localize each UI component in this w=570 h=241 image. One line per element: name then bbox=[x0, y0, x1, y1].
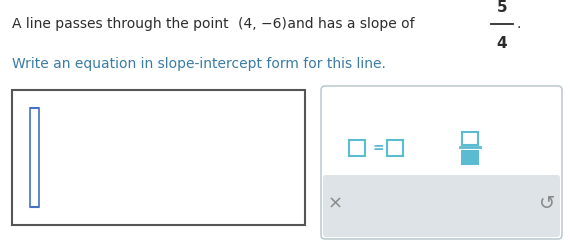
Bar bbox=[462, 132, 478, 145]
Text: 5: 5 bbox=[496, 0, 507, 15]
FancyBboxPatch shape bbox=[321, 86, 562, 239]
Text: ×: × bbox=[328, 195, 343, 213]
Text: (4, −6): (4, −6) bbox=[238, 17, 287, 31]
Text: ↺: ↺ bbox=[539, 194, 556, 214]
Text: and has a slope of: and has a slope of bbox=[283, 17, 414, 31]
Bar bbox=[387, 140, 403, 156]
FancyBboxPatch shape bbox=[323, 175, 560, 237]
Text: .: . bbox=[516, 17, 520, 31]
Bar bbox=[462, 151, 478, 164]
Text: 4: 4 bbox=[496, 36, 507, 51]
Text: =: = bbox=[373, 141, 385, 155]
Bar bbox=[30, 108, 39, 207]
Bar bbox=[349, 140, 365, 156]
Bar bbox=[12, 90, 305, 225]
Bar bbox=[326, 179, 557, 229]
Text: A line passes through the point: A line passes through the point bbox=[12, 17, 233, 31]
Text: Write an equation in slope-intercept form for this line.: Write an equation in slope-intercept for… bbox=[12, 57, 386, 71]
